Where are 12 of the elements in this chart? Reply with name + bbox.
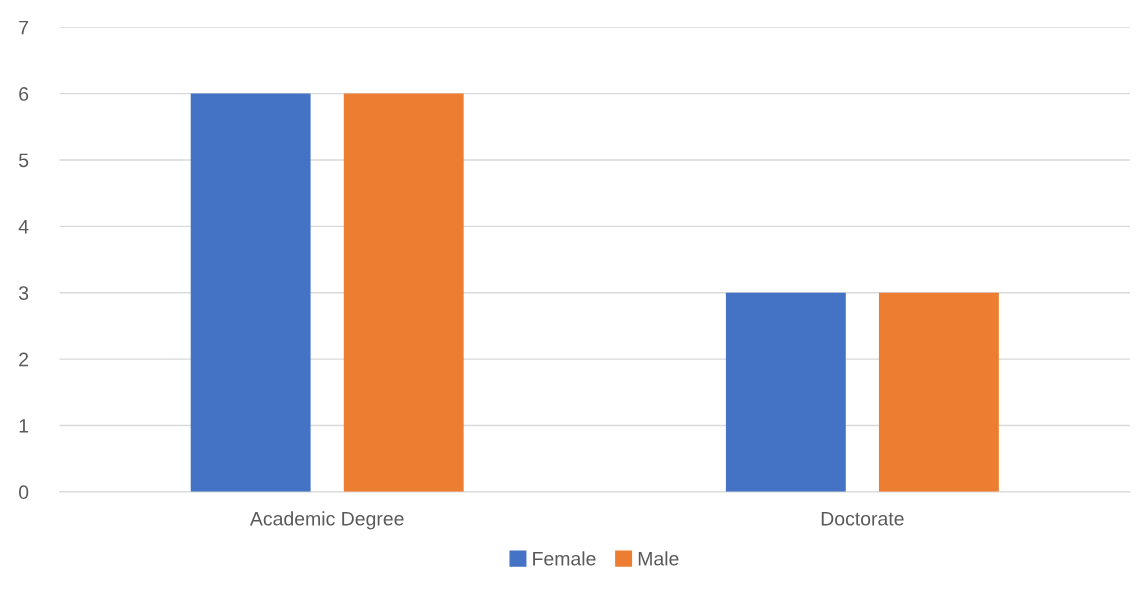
y-tick-label: 4 [18, 220, 29, 234]
y-tick-label: 0 [18, 485, 29, 500]
x-tick-label: Academic Degree [249, 511, 404, 530]
y-tick-label: 5 [19, 153, 29, 168]
x-tick-label: Doctorate [821, 512, 904, 526]
y-tick-label: 2 [19, 352, 29, 367]
y-tick-label: 7 [19, 20, 29, 35]
legend-label: Male [638, 551, 679, 566]
y-tick-label: 1 [19, 419, 29, 433]
y-tick-label: 6 [19, 87, 29, 101]
legend-label: Female [533, 551, 596, 566]
y-tick-label: 3 [18, 286, 29, 300]
